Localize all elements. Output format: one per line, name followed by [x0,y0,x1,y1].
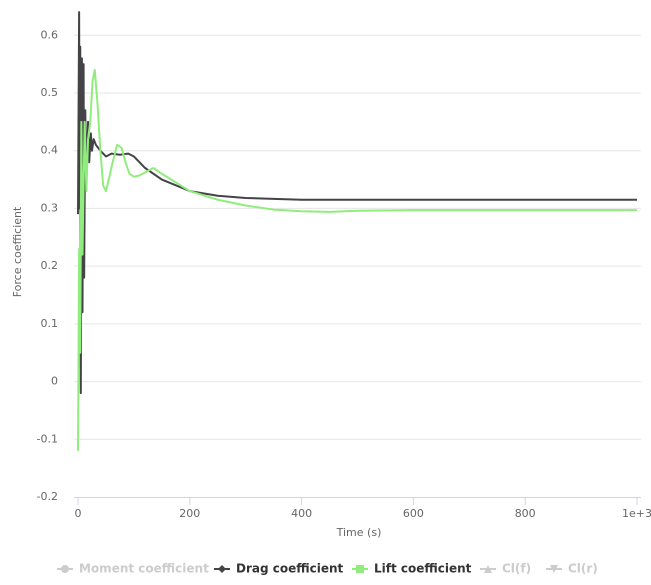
x-tick-label: 800 [515,507,536,520]
y-tick-label: 0.6 [41,28,59,41]
legend-marker [356,565,364,573]
legend-marker [218,565,226,573]
y-tick-label: 0.2 [41,259,59,272]
y-axis-title: Force coefficient [11,206,24,297]
series-line [77,68,637,451]
legend-item[interactable]: Cl(r) [568,562,598,576]
x-tick-label: 1e+3 [622,507,651,520]
x-tick-label: 200 [179,507,200,520]
legend-marker [61,565,69,573]
legend-item[interactable]: Drag coefficient [236,562,344,576]
y-tick-label: -0.1 [37,432,58,445]
series-line [77,11,637,395]
legend-marker [484,565,492,573]
y-tick-label: 0.1 [41,317,59,330]
legend-marker [550,565,558,573]
legend-item[interactable]: Cl(f) [502,562,531,576]
y-tick-label: -0.2 [37,490,58,503]
y-tick-label: 0.3 [41,201,59,214]
y-tick-label: 0.5 [41,86,59,99]
legend-item[interactable]: Lift coefficient [374,562,472,576]
x-axis-title: Time (s) [336,526,382,539]
y-tick-label: 0.4 [41,144,59,157]
y-tick-label: 0 [51,375,58,388]
x-tick-label: 0 [75,507,82,520]
x-tick-label: 400 [291,507,312,520]
legend-item[interactable]: Moment coefficient [79,562,209,576]
x-tick-label: 600 [403,507,424,520]
